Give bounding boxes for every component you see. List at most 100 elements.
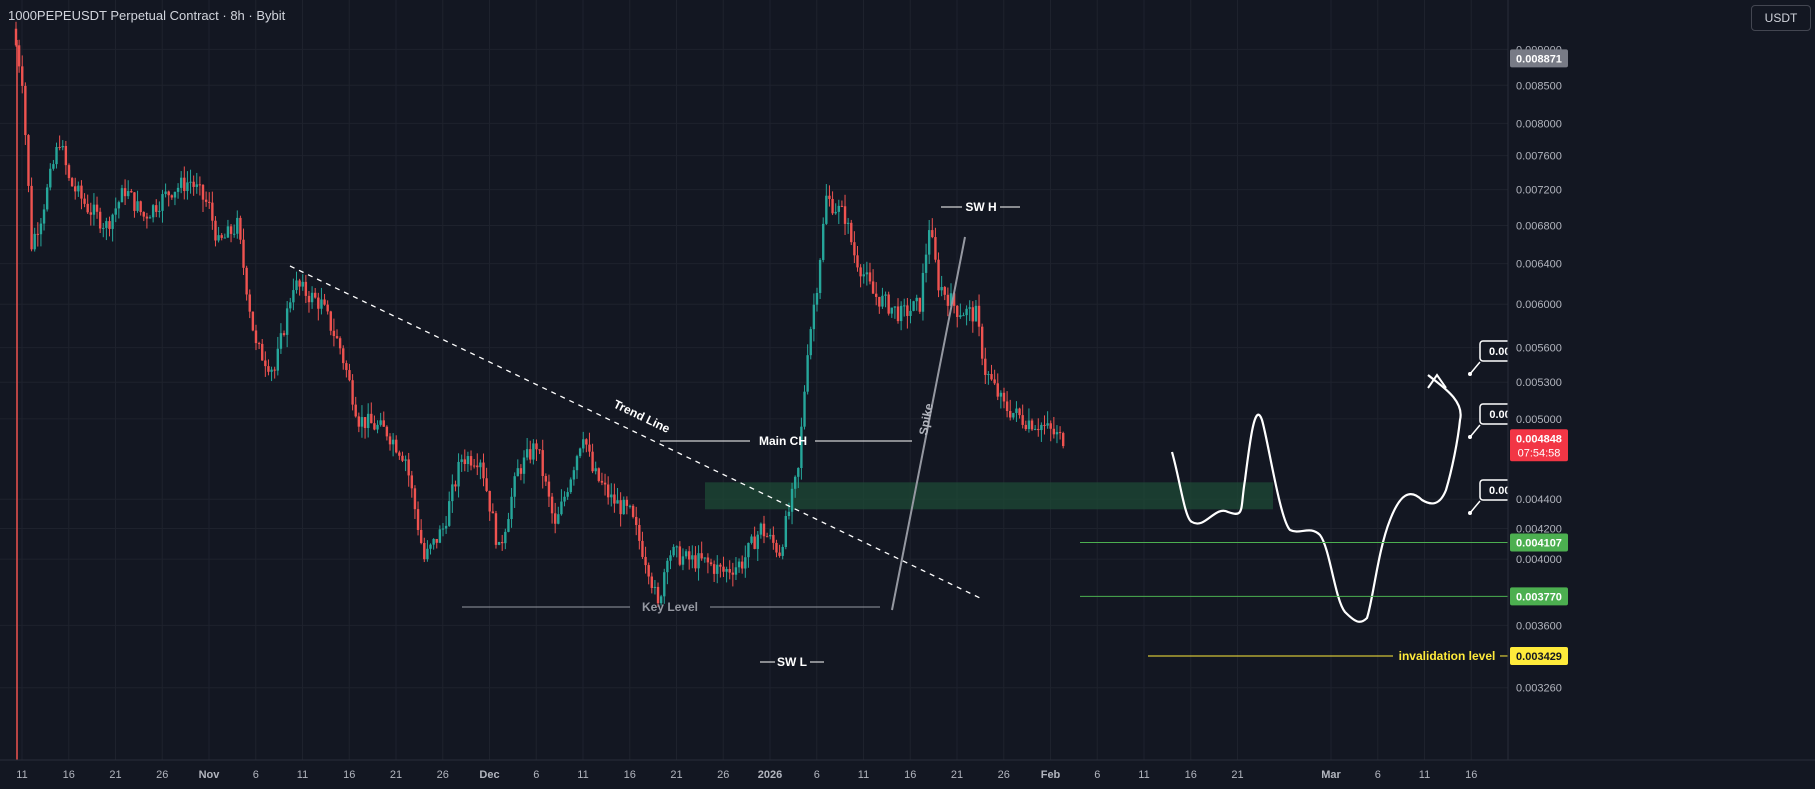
candle-body	[669, 555, 672, 561]
candle-body	[479, 462, 482, 468]
candle-body	[622, 499, 625, 515]
candle-body	[959, 315, 962, 317]
candle-body	[136, 201, 139, 211]
candle-body	[672, 546, 675, 556]
demand-zone	[705, 482, 1273, 510]
candle-body	[254, 330, 258, 344]
candle-body	[706, 557, 710, 563]
candle-body	[270, 369, 273, 372]
candle-body	[17, 45, 21, 67]
candle-body	[952, 293, 956, 306]
candle-body	[385, 426, 389, 437]
candle-body	[83, 198, 86, 204]
candle-body	[432, 538, 435, 545]
candle-body	[529, 449, 532, 460]
candle-body	[853, 242, 856, 256]
candle-body	[133, 192, 136, 211]
candle-body	[145, 216, 149, 219]
candle-body	[775, 542, 778, 553]
candle-body	[550, 496, 554, 514]
time-tick-label: 21	[670, 769, 682, 781]
candle-body	[825, 195, 828, 224]
candle-body	[123, 188, 127, 197]
time-tick-label: 11	[577, 769, 588, 781]
candle-body	[797, 468, 800, 477]
candle-body	[585, 439, 588, 445]
candle-body	[317, 297, 320, 309]
price-tick-label: 0.006400	[1516, 259, 1562, 271]
candle-body	[594, 468, 597, 472]
candle-body	[688, 551, 691, 560]
target-dot	[1468, 435, 1472, 439]
time-tick-label: 6	[533, 769, 539, 781]
candle-body	[39, 223, 43, 235]
candle-body	[239, 217, 242, 240]
currency-button[interactable]: USDT	[1751, 5, 1811, 31]
candle-body	[1015, 408, 1018, 413]
candle-body	[772, 534, 775, 543]
candle-body	[647, 565, 650, 577]
candle-body	[1049, 423, 1052, 429]
candle-body	[370, 413, 373, 424]
candle-body	[289, 302, 292, 309]
candle-body	[267, 366, 270, 372]
candle-body	[220, 235, 223, 238]
candle-body	[257, 343, 261, 345]
candle-body	[45, 187, 49, 210]
candle-body	[737, 561, 741, 568]
candle-body	[990, 374, 993, 380]
level-price-tag	[1510, 533, 1568, 552]
candle-body	[279, 333, 283, 349]
candle-body	[519, 468, 523, 474]
candle-body	[984, 358, 987, 375]
candle-body	[896, 306, 900, 322]
time-tick-label: 26	[998, 769, 1010, 781]
price-tick-label: 0.008000	[1516, 118, 1562, 130]
candle-body	[332, 330, 336, 337]
spike-line	[891, 236, 966, 611]
candle-body	[217, 235, 220, 241]
candle-body	[429, 544, 432, 549]
candle-body	[1005, 401, 1009, 412]
level-price-tag-text: 0.004107	[1516, 538, 1562, 550]
candle-body	[1037, 428, 1040, 431]
time-tick-label: 6	[1375, 769, 1381, 781]
candle-body	[613, 494, 616, 504]
candle-body	[86, 203, 89, 213]
candle-body	[488, 490, 491, 512]
candle-body	[1018, 408, 1021, 416]
candle-body	[435, 538, 438, 543]
price-tick-label: 0.003600	[1516, 620, 1562, 632]
candle-body	[379, 420, 382, 425]
time-tick-label: 16	[1185, 769, 1197, 781]
candle-body	[232, 233, 236, 235]
candle-body	[366, 413, 370, 428]
candle-body	[631, 505, 635, 517]
candle-body	[535, 443, 538, 450]
candle-body	[628, 505, 632, 507]
candle-body	[67, 165, 71, 179]
candle-body	[363, 417, 367, 428]
time-tick-label: 2026	[758, 769, 782, 781]
candle-body	[843, 206, 847, 224]
candle-body	[915, 297, 918, 302]
candle-body	[27, 135, 30, 186]
candle-body	[24, 85, 27, 136]
candle-body	[909, 310, 912, 316]
candle-body	[619, 500, 622, 515]
price-tick-label: 0.005600	[1516, 343, 1562, 355]
level-price-tag	[1510, 646, 1568, 665]
candle-body	[95, 204, 99, 212]
candle-body	[893, 306, 897, 308]
candle-body	[765, 536, 769, 538]
candle-body	[871, 281, 875, 294]
time-tick-label: 16	[63, 769, 75, 781]
time-tick-label: 21	[390, 769, 402, 781]
candle-body	[747, 542, 750, 558]
candle-body	[890, 307, 893, 314]
candle-body	[759, 523, 763, 535]
candle-body	[781, 546, 784, 556]
main-ch-label: Main CH	[759, 434, 807, 448]
candle-body	[504, 531, 507, 544]
